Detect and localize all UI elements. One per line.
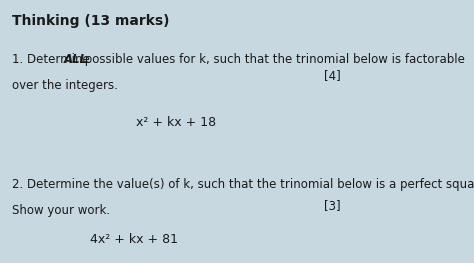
Text: 2. Determine the value(s) of k, such that the trinomial below is a perfect squar: 2. Determine the value(s) of k, such tha… bbox=[12, 178, 474, 191]
Text: 1. Determine: 1. Determine bbox=[12, 53, 93, 67]
Text: Thinking (13 marks): Thinking (13 marks) bbox=[12, 14, 169, 28]
Text: [3]: [3] bbox=[324, 199, 340, 212]
Text: Show your work.: Show your work. bbox=[12, 204, 110, 217]
Text: [4]: [4] bbox=[324, 69, 340, 82]
Text: over the integers.: over the integers. bbox=[12, 79, 118, 93]
Text: possible values for k, such that the trinomial below is factorable: possible values for k, such that the tri… bbox=[81, 53, 465, 67]
Text: ALL: ALL bbox=[64, 53, 88, 67]
Text: x² + kx + 18: x² + kx + 18 bbox=[136, 116, 216, 129]
Text: 4x² + kx + 81: 4x² + kx + 81 bbox=[90, 233, 178, 246]
